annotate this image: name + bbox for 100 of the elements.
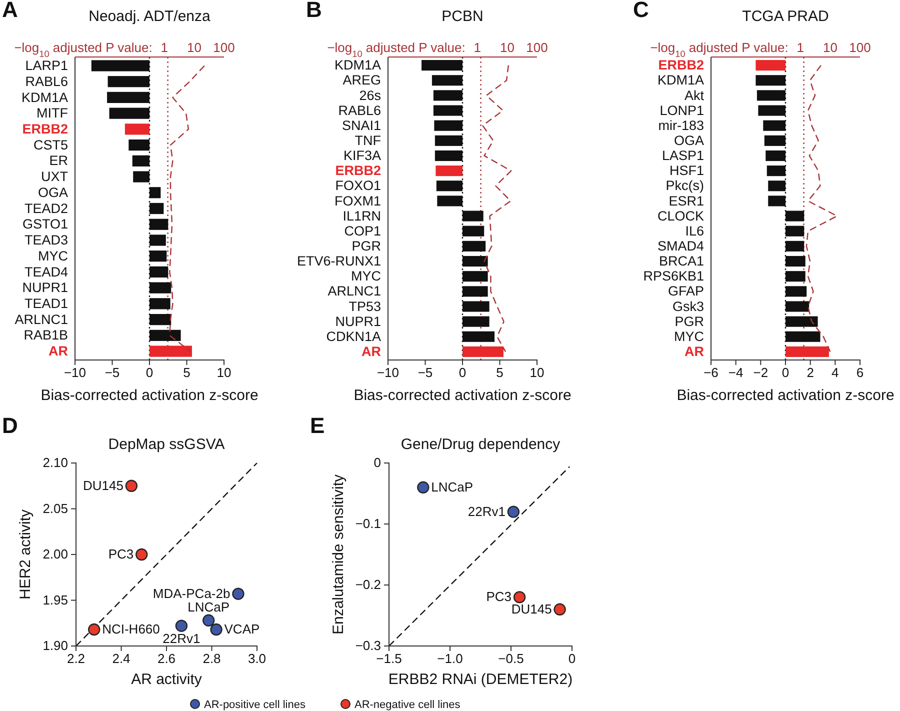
y-tick-label: OGA bbox=[674, 132, 704, 148]
x2-tick-label: 100 bbox=[849, 40, 871, 55]
y-tick-label: RABL6 bbox=[338, 102, 381, 118]
y-tick-label: KIF3A bbox=[343, 148, 381, 164]
point bbox=[554, 603, 566, 616]
point bbox=[202, 614, 215, 626]
text: C bbox=[633, 0, 649, 22]
text: A bbox=[2, 0, 18, 22]
x-tick-label: 10 bbox=[530, 365, 544, 380]
y-tick-label: LASP1 bbox=[662, 148, 704, 164]
point bbox=[136, 548, 148, 561]
x-tick-label: 0 bbox=[146, 365, 154, 380]
y-tick-label: mir-183 bbox=[658, 118, 704, 133]
y-tick-label: KDM1A bbox=[21, 90, 68, 105]
annotation: 22Rv1 bbox=[468, 504, 506, 519]
legend-label: AR-negative cell lines bbox=[354, 699, 461, 711]
chart-title: PCBN bbox=[442, 8, 484, 25]
point bbox=[232, 588, 244, 600]
y-tick-label: BRCA1 bbox=[658, 254, 704, 269]
x2-tick-label: 10 bbox=[822, 40, 838, 55]
y-tick-label: ERBB2 bbox=[335, 163, 381, 178]
y-tick-label: KDM1A bbox=[657, 72, 704, 88]
y-tick-label: GSTO1 bbox=[22, 216, 68, 232]
y-tick-label: 2.10 bbox=[42, 455, 68, 470]
x-tick-label: 2.4 bbox=[112, 651, 130, 666]
chart-title: Neoadj. ADT/enza bbox=[88, 8, 212, 25]
y-tick-label: TP53 bbox=[348, 298, 381, 314]
x-tick-label: 3.0 bbox=[248, 651, 266, 666]
x-axis-title: Bias-corrected activation z-score bbox=[354, 387, 572, 404]
y-tick-label: 1.90 bbox=[42, 638, 68, 654]
point bbox=[417, 481, 430, 494]
legend-label: AR-positive cell lines bbox=[204, 699, 306, 711]
x2-tick-label: 10 bbox=[186, 40, 202, 55]
y-tick-label: ESR1 bbox=[668, 193, 704, 208]
x-tick-label: 2.6 bbox=[157, 651, 176, 666]
y-tick-label: CLOCK bbox=[657, 208, 704, 224]
point bbox=[175, 620, 188, 632]
y-tick-label: AR bbox=[684, 344, 704, 360]
y-tick-label: 1.95 bbox=[42, 592, 68, 608]
y-tick-label: −0.2 bbox=[355, 577, 381, 592]
x2-tick-label: 1 bbox=[474, 40, 482, 55]
y-tick-label: MYC bbox=[38, 248, 68, 264]
y-tick-label: TNF bbox=[354, 132, 381, 148]
annotation: PC3 bbox=[108, 546, 134, 562]
x-tick-label: 0 bbox=[458, 365, 466, 380]
x-tick-label: 5 bbox=[183, 365, 190, 380]
y-tick-label: MYC bbox=[351, 268, 382, 284]
annotation: DU145 bbox=[511, 601, 552, 616]
x-tick-label: −5 bbox=[418, 365, 433, 380]
y-tick-label: TEAD1 bbox=[24, 296, 68, 312]
y-tick-label: TEAD2 bbox=[24, 200, 68, 216]
x2-tick-label: 100 bbox=[526, 40, 548, 55]
x-tick-label: 10 bbox=[216, 365, 232, 380]
y-axis-title: HER2 activity bbox=[17, 508, 34, 600]
y-tick-label: ETV6-RUNX1 bbox=[296, 254, 381, 269]
x-tick-label: −5 bbox=[104, 365, 120, 380]
x-tick-label: −4 bbox=[728, 365, 744, 380]
chart-title: Gene/Drug dependency bbox=[400, 436, 561, 453]
chart-title: TCGA PRAD bbox=[742, 8, 830, 25]
x-tick-label: 2.8 bbox=[202, 651, 221, 666]
y-tick-label: AR bbox=[362, 344, 382, 360]
y-tick-label: 26s bbox=[359, 88, 382, 103]
annotation: LNCaP bbox=[431, 479, 474, 494]
x-tick-label: 0 bbox=[782, 365, 790, 380]
y-tick-label: RABL6 bbox=[25, 74, 68, 89]
point bbox=[210, 623, 222, 636]
x-tick-label: −0.5 bbox=[498, 651, 524, 666]
x2-tick-label: 10 bbox=[500, 40, 514, 55]
text: E bbox=[310, 413, 325, 438]
y-tick-label: TEAD3 bbox=[24, 232, 68, 248]
x-axis-title: AR activity bbox=[131, 671, 202, 688]
annotation: 22Rv1 bbox=[162, 630, 200, 646]
x2-axis-title: −log$_{10}$ adjusted P value: bbox=[650, 40, 788, 59]
y-tick-label: −0.3 bbox=[355, 638, 381, 654]
y-tick-label: OGA bbox=[38, 184, 68, 200]
x-tick-label: 0 bbox=[568, 651, 576, 666]
annotation: NCI-H660 bbox=[102, 622, 160, 637]
y-tick-label: ERBB2 bbox=[658, 58, 704, 73]
y-tick-label: 2.05 bbox=[42, 500, 68, 516]
point bbox=[125, 480, 138, 492]
x-tick-label: 5 bbox=[496, 365, 504, 380]
y-tick-label: UXT bbox=[41, 169, 68, 184]
text: B bbox=[306, 0, 322, 22]
x-tick-label: 2 bbox=[806, 365, 814, 380]
y-tick-label: PGR bbox=[674, 314, 704, 329]
y-tick-label: ARLNC1 bbox=[14, 312, 68, 327]
point bbox=[88, 623, 100, 636]
y-tick-label: LARP1 bbox=[25, 58, 68, 74]
x-tick-label: −2 bbox=[753, 365, 768, 380]
y-tick-label: KDM1A bbox=[334, 58, 381, 73]
x-axis-title: Bias-corrected activation z-score bbox=[40, 387, 258, 404]
y-tick-label: FOXM1 bbox=[334, 193, 381, 208]
y-tick-label: IL6 bbox=[685, 223, 704, 238]
y-tick-label: FOXO1 bbox=[335, 178, 381, 194]
annotation: DU145 bbox=[82, 478, 124, 493]
y-tick-label: NUPR1 bbox=[22, 280, 68, 296]
y-tick-label: MYC bbox=[674, 328, 704, 344]
y-tick-label: Akt bbox=[684, 88, 704, 103]
y-tick-label: CDKN1A bbox=[326, 328, 381, 344]
y-tick-label: AR bbox=[48, 344, 68, 359]
